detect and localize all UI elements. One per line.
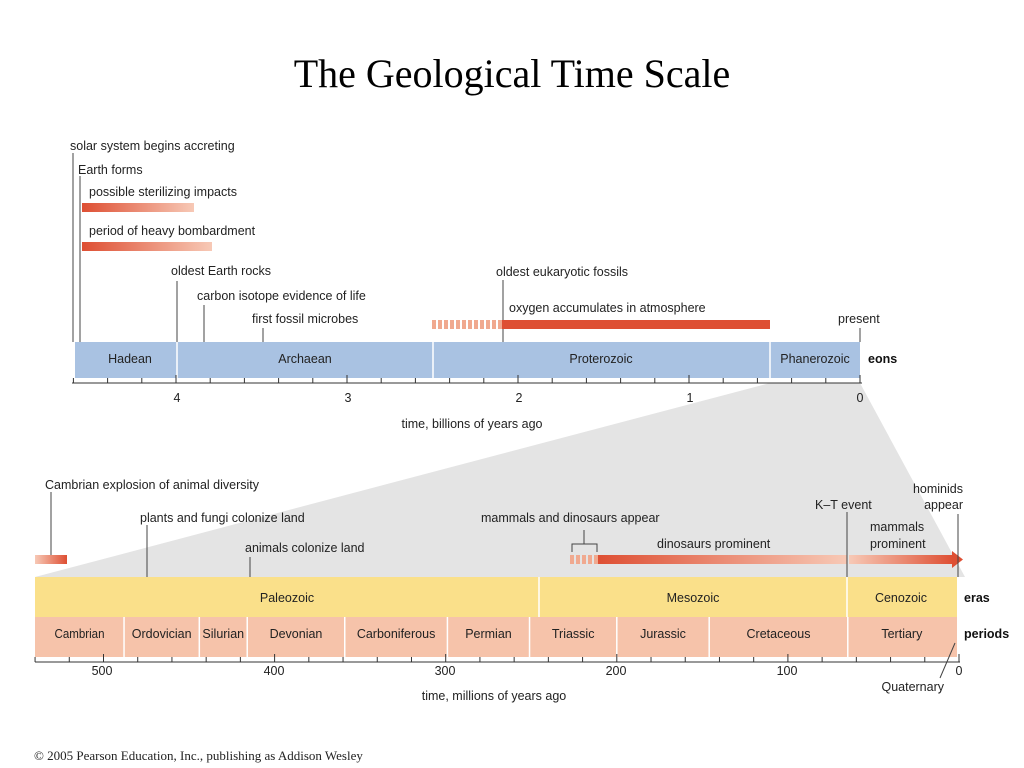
event-sterilizing-impacts: possible sterilizing impacts [89,185,237,199]
era-tick-0: 0 [956,664,963,678]
cambrian-explosion-bar [35,555,67,564]
copyright-footer: © 2005 Pearson Education, Inc., publishi… [34,748,363,763]
periods-row-label: periods [964,627,1009,641]
event-solar-system: solar system begins accreting [70,139,235,153]
era-bars: Paleozoic Mesozoic Cenozoic eras [35,577,990,657]
period-bars: periods Cambrian Ordovician Silurian Devoni… [35,617,1009,657]
era-label-mesozoic: Mesozoic [667,591,720,605]
era-cenozoic [847,577,957,617]
event-carbon-isotope: carbon isotope evidence of life [197,289,366,303]
event-heavy-bombardment: period of heavy bombardment [89,224,256,238]
sterilizing-impacts-bar [82,203,194,212]
event-mammals-prominent-line1: mammals [870,520,924,534]
eon-proterozoic [433,342,770,378]
period-label-devonian: Devonian [270,627,323,641]
eon-tick-1: 1 [687,391,694,405]
period-label-tertiary: Tertiary [881,627,923,641]
eon-label-hadean: Hadean [108,352,152,366]
event-dinosaurs-prominent: dinosaurs prominent [657,537,771,551]
period-label-carboniferous: Carboniferous [357,627,436,641]
event-hominids-line2: appear [924,498,963,512]
event-oxygen: oxygen accumulates in atmosphere [509,301,706,315]
event-oldest-rocks: oldest Earth rocks [171,264,271,278]
eon-phanerozoic [770,342,860,378]
slide-title: The Geological Time Scale [293,51,731,96]
eon-label-phanerozoic: Phanerozoic [780,352,850,366]
period-label-jurassic: Jurassic [640,627,686,641]
event-kt: K–T event [815,498,872,512]
oxygen-bar [502,320,770,329]
era-tick-200: 200 [606,664,627,678]
period-label-triassic: Triassic [552,627,595,641]
era-mesozoic [539,577,847,617]
event-animals-land: animals colonize land [245,541,365,555]
heavy-bombardment-bar [82,242,212,251]
eon-axis-label: time, billions of years ago [401,417,542,431]
oxygen-bar-dashed [432,320,502,329]
event-quaternary: Quaternary [881,680,944,694]
eon-tick-0: 0 [857,391,864,405]
era-label-paleozoic: Paleozoic [260,591,314,605]
event-mammals-dinos: mammals and dinosaurs appear [481,511,660,525]
eons-row-label: eons [868,352,897,366]
dinosaurs-bar [598,555,847,564]
event-present: present [838,312,880,326]
mammals-prominent-bar [849,555,953,564]
era-tick-500: 500 [92,664,113,678]
mammals-dinos-bracket [571,530,598,552]
era-tick-300: 300 [435,664,456,678]
era-axis: 500 400 300 200 100 0 time, millions of … [34,654,963,703]
eon-tick-4: 4 [174,391,181,405]
era-tick-100: 100 [777,664,798,678]
event-hominids-line1: hominids [913,482,963,496]
eon-tick-3: 3 [345,391,352,405]
event-plants-fungi: plants and fungi colonize land [140,511,305,525]
period-label-cretaceous: Cretaceous [747,627,811,641]
era-paleozoic [35,577,539,617]
eon-label-proterozoic: Proterozoic [569,352,632,366]
event-first-fossils: first fossil microbes [252,312,358,326]
eon-bars: Hadean Archaean Proterozoic Phanerozoic … [75,342,897,378]
period-label-permian: Permian [465,627,512,641]
eon-tick-2: 2 [516,391,523,405]
eon-events: solar system begins accreting Earth form… [70,139,880,342]
eon-hadean [75,342,177,378]
eon-label-archaean: Archaean [278,352,332,366]
zoom-wedge [35,383,965,577]
dinosaurs-bar-dashed [570,555,598,564]
era-label-cenozoic: Cenozoic [875,591,927,605]
eon-axis: 4 3 2 1 0 time, billions of years ago [72,375,864,431]
eras-row-label: eras [964,591,990,605]
event-earth-forms: Earth forms [78,163,143,177]
era-tick-400: 400 [264,664,285,678]
event-cambrian-explosion: Cambrian explosion of animal diversity [45,478,260,492]
period-label-ordovician: Ordovician [132,627,192,641]
geological-time-scale-diagram: Hadean Archaean Proterozoic Phanerozoic … [34,139,1009,703]
period-label-cambrian: Cambrian [55,627,105,641]
event-mammals-prominent-line2: prominent [870,537,926,551]
period-label-silurian: Silurian [202,627,244,641]
event-eukaryotic-fossils: oldest eukaryotic fossils [496,265,628,279]
era-axis-label: time, millions of years ago [422,689,567,703]
eon-archaean [177,342,433,378]
era-events: Cambrian explosion of animal diversity p… [35,478,963,694]
